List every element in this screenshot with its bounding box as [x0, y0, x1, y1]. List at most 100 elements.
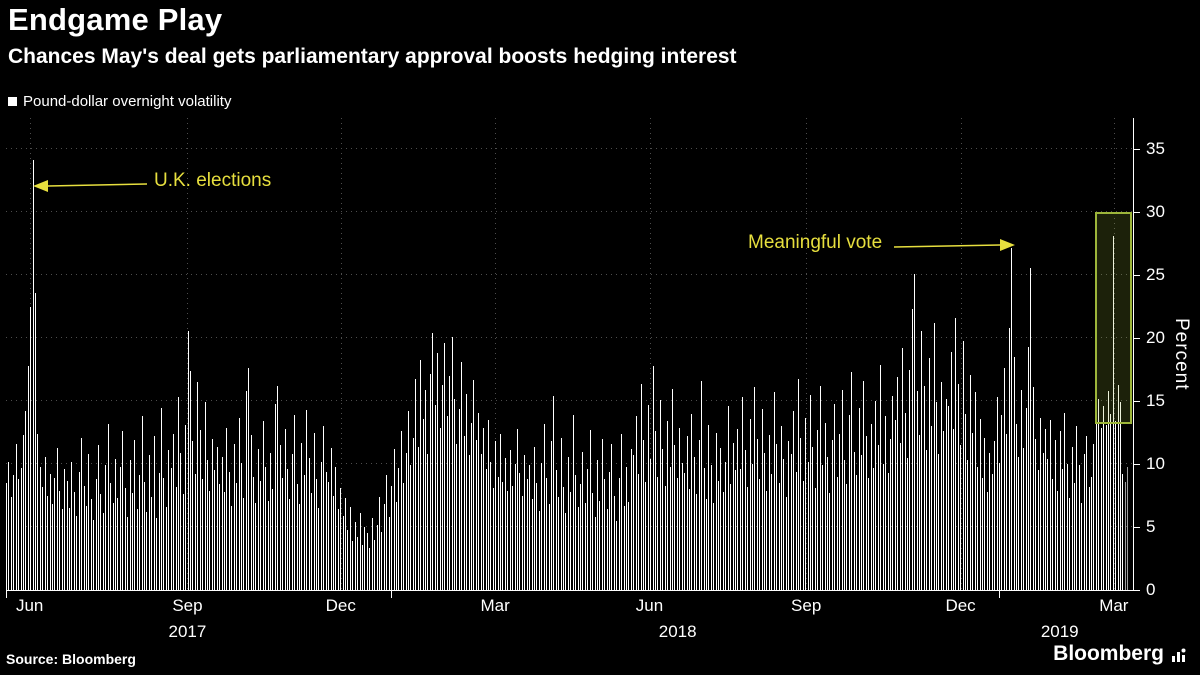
volatility-bar — [797, 378, 799, 590]
volatility-bar — [148, 455, 150, 590]
volatility-bar — [531, 499, 533, 590]
volatility-bar — [567, 456, 569, 590]
volatility-bar — [119, 466, 121, 590]
volatility-bar — [524, 455, 526, 590]
volatility-bar — [439, 427, 441, 590]
volatility-bar — [1052, 479, 1054, 590]
volatility-bar — [352, 540, 354, 590]
volatility-bar — [342, 515, 344, 590]
volatility-bar — [466, 393, 468, 590]
volatility-bar — [262, 421, 264, 590]
volatility-bar — [318, 508, 320, 590]
volatility-bar — [848, 415, 850, 590]
volatility-bar — [781, 426, 782, 590]
volatility-bar — [61, 509, 63, 590]
volatility-bar — [994, 441, 996, 590]
volatility-bar — [541, 462, 543, 590]
volatility-bar — [972, 432, 974, 590]
volatility-bar — [579, 484, 581, 590]
volatility-bar — [718, 480, 720, 590]
volatility-bar — [1103, 406, 1105, 590]
volatility-bar — [979, 418, 981, 590]
volatility-bar — [715, 432, 717, 590]
volatility-bar — [727, 406, 729, 590]
volatility-bar — [642, 440, 644, 590]
volatility-bar — [684, 472, 686, 590]
volatility-bar — [759, 479, 761, 590]
volatility-bar — [533, 446, 535, 590]
volatility-bar — [44, 456, 46, 590]
volatility-bar — [1127, 466, 1129, 590]
volatility-bar — [536, 483, 538, 590]
y-tick-label: 15 — [1146, 391, 1165, 411]
volatility-bar — [950, 352, 952, 590]
gridline-horizontal — [6, 274, 1133, 276]
volatility-bar — [613, 495, 615, 590]
gridline-horizontal — [6, 526, 1133, 528]
volatility-bar — [95, 479, 97, 590]
x-axis-month-labels: Jun Sep Dec Mar Jun Sep Dec Mar — [6, 596, 1133, 618]
volatility-bar — [141, 416, 143, 590]
volatility-bar — [316, 479, 317, 590]
y-tick-label: 25 — [1146, 265, 1165, 285]
x-tick-label: Sep — [791, 596, 822, 615]
y-tick-mark — [1133, 274, 1140, 276]
volatility-bar — [766, 490, 768, 590]
volatility-bar — [863, 381, 865, 590]
volatility-bar — [441, 384, 443, 590]
volatility-bar — [1074, 483, 1076, 590]
volatility-bar — [398, 467, 400, 590]
volatility-bar — [647, 404, 649, 590]
volatility-bar — [1122, 474, 1124, 590]
plot-area: U.K. elections Meaningful vote — [6, 118, 1134, 598]
volatility-bar — [710, 465, 712, 590]
volatility-bar — [834, 403, 836, 590]
volatility-bar — [381, 532, 383, 590]
volatility-bar — [233, 444, 235, 590]
volatility-bar — [497, 476, 499, 590]
volatility-bar — [974, 392, 976, 590]
volatility-bar — [875, 401, 877, 590]
volatility-bar — [701, 381, 703, 590]
volatility-bar — [422, 418, 424, 590]
x-axis-year-labels: 2017 2018 2019 — [6, 622, 1133, 644]
x-tick-label: Mar — [480, 596, 510, 615]
volatility-bar — [175, 486, 177, 590]
volatility-bar — [1110, 413, 1112, 590]
volatility-bar — [76, 515, 78, 590]
volatility-bar — [744, 450, 746, 590]
volatility-bar — [347, 529, 349, 590]
volatility-bar — [751, 464, 753, 590]
volatility-bar — [705, 499, 707, 590]
volatility-bar — [659, 399, 661, 590]
x-tick-label: Dec — [325, 596, 356, 615]
volatility-bar — [1107, 391, 1109, 590]
volatility-bar — [437, 353, 439, 590]
gridline-vertical — [340, 118, 342, 590]
volatility-bar — [836, 476, 838, 590]
volatility-bar — [272, 489, 274, 590]
volatility-bar — [894, 420, 896, 590]
volatility-bar — [771, 474, 773, 590]
volatility-bar — [790, 454, 792, 590]
volatility-bar — [492, 488, 494, 590]
volatility-bar — [856, 475, 858, 590]
volatility-bar — [1040, 417, 1042, 590]
volatility-bar — [933, 323, 935, 590]
volatility-bar — [388, 517, 390, 590]
volatility-bar — [64, 469, 66, 590]
volatility-bar — [357, 537, 359, 590]
volatility-bar — [957, 383, 959, 590]
volatility-bar — [311, 493, 313, 590]
volatility-bar — [621, 433, 623, 590]
volatility-bar — [1059, 431, 1061, 590]
volatility-bar — [734, 470, 736, 590]
volatility-bar — [589, 430, 591, 590]
volatility-bar — [221, 456, 223, 590]
volatility-bar — [853, 451, 855, 590]
volatility-bar — [773, 392, 775, 590]
volatility-bar — [1064, 412, 1066, 590]
volatility-bar — [277, 386, 279, 590]
volatility-bar — [207, 460, 209, 590]
volatility-bar — [1071, 446, 1073, 590]
